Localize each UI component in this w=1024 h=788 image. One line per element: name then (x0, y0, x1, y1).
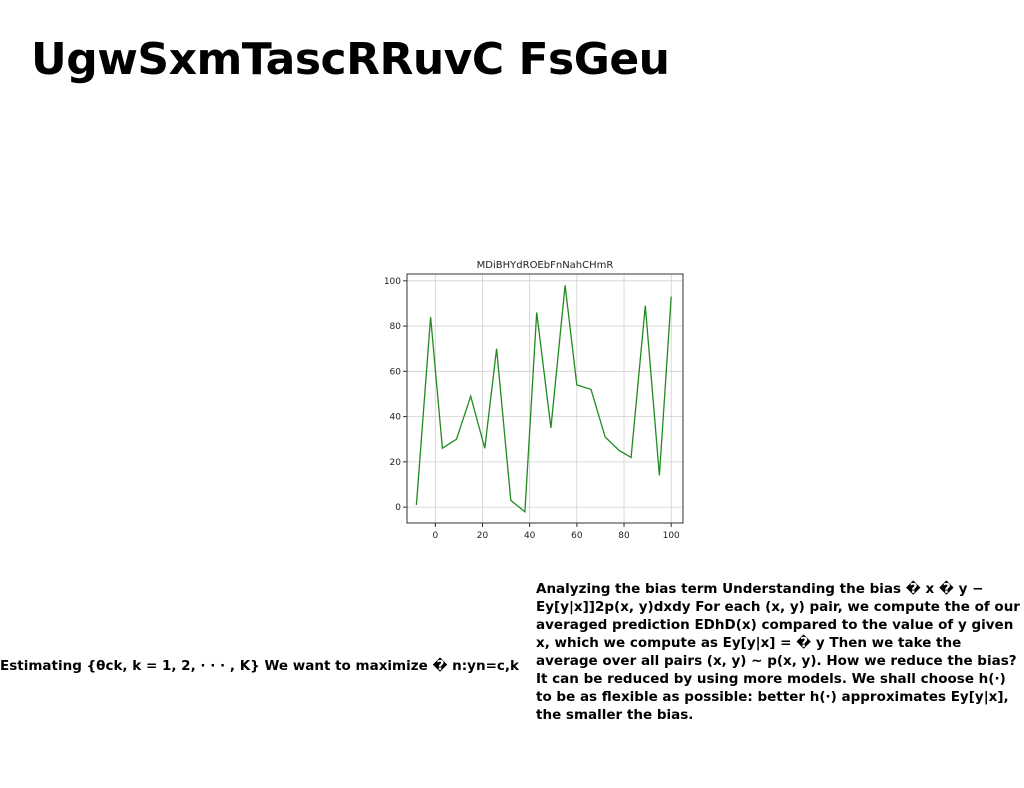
series-line (415, 285, 672, 513)
x-tick-label: 20 (477, 531, 489, 541)
x-tick-label: 60 (571, 531, 583, 541)
y-tick-label: 60 (390, 367, 402, 377)
x-tick-label: 100 (663, 531, 680, 541)
y-tick-label: 80 (390, 322, 402, 332)
x-tick-label: 40 (524, 531, 536, 541)
y-tick-label: 0 (395, 503, 401, 513)
plot-frame (406, 273, 684, 524)
chart-title: MDiBHYdROEbFnNahCHmR (477, 260, 614, 271)
right-paragraph: Analyzing the bias term Understanding th… (536, 581, 1020, 723)
y-tick-label: 100 (384, 277, 401, 287)
line-chart-svg: 0 20 40 60 80 100 0 20 40 60 80 100 MDiBHYdROEbFnNah… (384, 260, 684, 541)
page-title: UgwSxmTascRRuvC FsGeu (31, 34, 670, 85)
x-tick-label: 0 (432, 531, 438, 541)
left-paragraph: Estimating {θck, k = 1, 2, · · · , K} We… (0, 658, 520, 674)
line-chart: 0 20 40 60 80 100 0 20 40 60 80 100 MDiBHYdROEbFnNah… (370, 252, 700, 542)
x-tick-label: 80 (618, 531, 630, 541)
y-tick-label: 20 (390, 458, 402, 468)
y-tick-label: 40 (390, 413, 402, 423)
